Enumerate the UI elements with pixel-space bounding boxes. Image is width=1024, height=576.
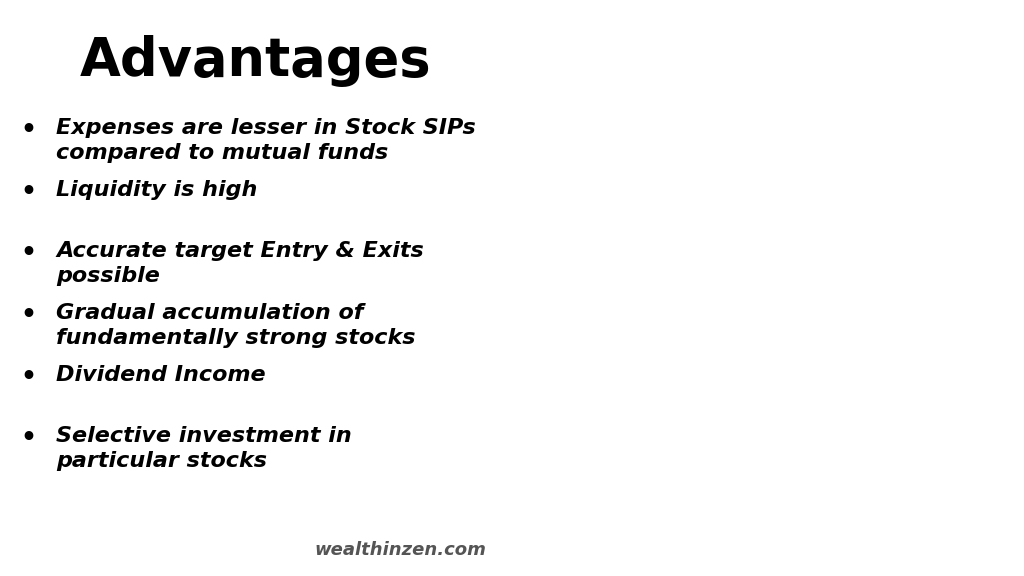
Text: Psychological Attachment to falling
stocks: Psychological Attachment to falling stoc… [568, 365, 1013, 410]
Text: Disadvantages: Disadvantages [548, 35, 988, 86]
Text: Gradual accumulation of
fundamentally strong stocks: Gradual accumulation of fundamentally st… [56, 303, 416, 348]
Text: •: • [20, 180, 37, 204]
Text: •: • [20, 118, 37, 142]
Text: Accurate target Entry & Exits
possible: Accurate target Entry & Exits possible [56, 241, 424, 286]
Text: Volatility of Stock Portfolio is higher
than Mutual Fund: Volatility of Stock Portfolio is higher … [568, 488, 1024, 533]
Text: wealthinzen.com: wealthinzen.com [314, 541, 486, 559]
Text: •: • [20, 303, 37, 327]
Text: Frequent Interruption of Stock
portfolio: Frequent Interruption of Stock portfolio [568, 426, 951, 471]
Text: •: • [532, 426, 549, 450]
Text: Liquidity is high: Liquidity is high [56, 180, 258, 200]
Text: Amount needed to invest is more: Amount needed to invest is more [568, 118, 986, 138]
Text: Dividend Income: Dividend Income [56, 365, 266, 385]
Text: •: • [20, 365, 37, 389]
Text: •: • [532, 180, 549, 204]
Text: Advantages: Advantages [80, 35, 432, 86]
Text: Expenses are lesser in Stock SIPs
compared to mutual funds: Expenses are lesser in Stock SIPs compar… [56, 118, 476, 163]
Text: Selective investment in
particular stocks: Selective investment in particular stock… [56, 426, 352, 471]
Text: Stock selection is difficult: Stock selection is difficult [568, 241, 894, 262]
Text: •: • [532, 488, 549, 512]
Text: •: • [532, 365, 549, 389]
Text: •: • [532, 118, 549, 142]
Text: Weightage Differences among
different stocks in portfolio: Weightage Differences among different st… [568, 180, 947, 225]
Text: •: • [20, 241, 37, 266]
Text: •: • [20, 426, 37, 450]
Text: Needs Expertise to manage SIPs in
stocks: Needs Expertise to manage SIPs in stocks [568, 303, 1006, 348]
Text: •: • [532, 303, 549, 327]
Text: •: • [532, 241, 549, 266]
